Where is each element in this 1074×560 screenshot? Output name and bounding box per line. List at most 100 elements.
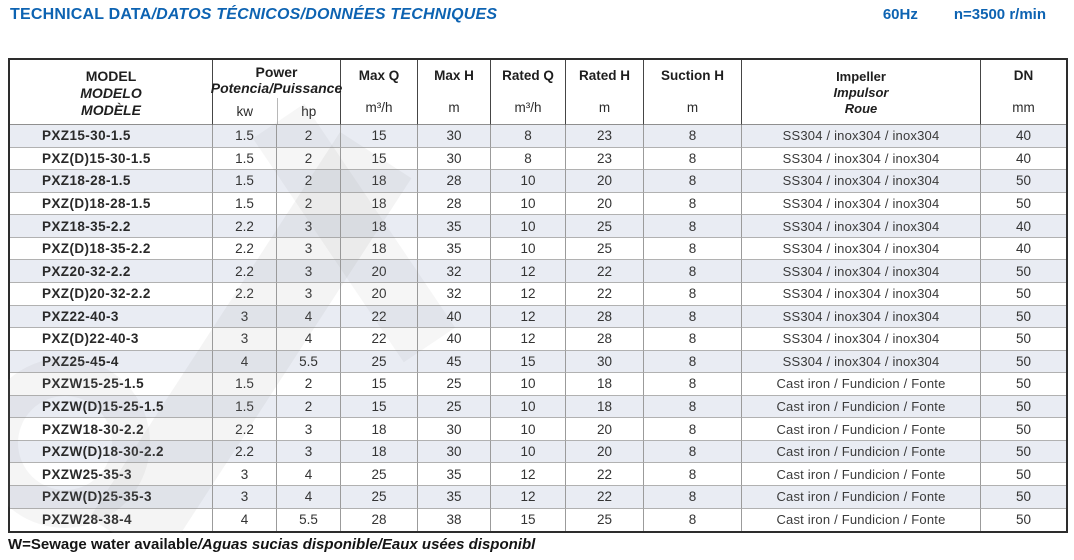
hp-cell: 3 [277, 418, 341, 441]
impeller-cell: Cast iron / Fundicion / Fonte [742, 486, 981, 509]
header-unit-kw: kw [236, 103, 254, 119]
max-h-cell: 38 [418, 508, 491, 532]
impeller-cell: SS304 / inox304 / inox304 [742, 282, 981, 306]
max-q-cell: 22 [341, 305, 418, 329]
table-row: PXZ25-45-4 4 5.5 25 45 15 30 8 SS304 / inox304 /… [10, 350, 1066, 374]
header-rated-h-unit: m [598, 100, 611, 115]
max-q-cell: 28 [341, 508, 418, 532]
max-h-cell: 35 [418, 215, 491, 238]
footnote: W=Sewage water available/Aguas sucias di… [8, 536, 535, 553]
kw-cell: 1.5 [213, 395, 277, 419]
dn-cell: 50 [1015, 512, 1032, 528]
impeller-cell: SS304 / inox304 / inox304 [742, 350, 981, 374]
model-cell: PXZ25-45-4 [10, 350, 213, 374]
header-max-q-label: Max Q [358, 68, 400, 83]
suction-h-cell: 8 [644, 170, 742, 193]
rated-h-cell: 23 [566, 147, 644, 171]
max-q-cell: 15 [341, 125, 418, 148]
kw-cell: 2.2 [213, 418, 277, 441]
table-row: PXZ18-35-2.2 2.2 3 18 35 10 25 8 SS304 / inox304… [10, 215, 1066, 238]
rated-h-cell: 18 [566, 373, 644, 396]
header-power-en: Power [255, 64, 298, 80]
table-row: PXZ15-30-1.5 1.5 2 15 30 8 23 8 SS304 / inox304 … [10, 125, 1066, 148]
header-rated-q-unit: m³/h [514, 100, 542, 115]
dn-cell: 50 [981, 193, 1066, 216]
header-impeller-en: Impeller [836, 69, 886, 84]
rated-q-cell: 15 [491, 350, 566, 374]
max-q-cell: 25 [341, 486, 418, 509]
model-cell: PXZW(D)25-35-3 [10, 486, 213, 509]
kw-cell: 1.5 [213, 170, 277, 193]
impeller-cell: SS304 / inox304 / inox304 [742, 305, 981, 329]
rated-q-cell: 10 [491, 440, 566, 464]
dn-cell: 50 [981, 373, 1066, 396]
model-cell: PXZ18-35-2.2 [10, 215, 213, 238]
rated-q-cell: 12 [491, 305, 566, 329]
max-q-cell: 18 [341, 237, 418, 261]
kw-cell: 3 [213, 305, 277, 329]
suction-h-cell: 8 [644, 463, 742, 486]
kw-cell: 3 [213, 328, 277, 351]
max-h-cell: 30 [418, 440, 491, 464]
header-model-fr: MODÈLE [81, 101, 141, 118]
suction-h-cell: 8 [644, 260, 742, 283]
model-cell: PXZ(D)18-28-1.5 [10, 192, 213, 216]
impeller-cell: SS304 / inox304 / inox304 [742, 215, 981, 238]
rated-h-cell: 20 [566, 192, 644, 216]
table-row: PXZW25-35-3 3 4 25 35 12 22 8 Cast iron / Fundic… [10, 463, 1066, 486]
max-h-cell: 40 [418, 328, 491, 351]
rated-h-cell: 28 [566, 328, 644, 351]
suction-h-cell: 8 [644, 395, 742, 419]
dn-cell: 50 [981, 328, 1066, 351]
rated-h-cell: 22 [566, 463, 644, 486]
table-row: PXZ(D)20-32-2.2 2.2 3 20 32 12 22 8 SS304 / inox… [10, 282, 1066, 306]
max-h-cell: 32 [418, 282, 491, 306]
max-q-cell: 15 [341, 147, 418, 171]
max-h-cell: 30 [418, 418, 491, 441]
table-row: PXZW(D)18-30-2.2 2.2 3 18 30 10 20 8 Cast iron /… [10, 440, 1066, 464]
model-cell: PXZW(D)18-30-2.2 [10, 440, 213, 464]
kw-cell: 2.2 [213, 237, 277, 261]
table-row: PXZW15-25-1.5 1.5 2 15 25 10 18 8 Cast iron / Fu… [10, 373, 1066, 396]
model-cell: PXZW25-35-3 [10, 463, 213, 486]
rated-h-cell: 30 [566, 350, 644, 374]
hp-cell: 3 [277, 440, 341, 464]
rated-q-cell: 12 [491, 260, 566, 283]
model-cell: PXZ(D)22-40-3 [10, 328, 213, 351]
dn-cell: 50 [981, 283, 1066, 306]
max-q-cell: 18 [341, 215, 418, 238]
header-model-es: MODELO [80, 84, 142, 101]
header-power-translations: Potencia/Puissance [210, 80, 343, 96]
dn-cell: 50 [981, 170, 1066, 193]
suction-h-cell: 8 [644, 418, 742, 441]
spec-values: 60Hz n=3500 r/min [883, 6, 1046, 23]
kw-cell: 3 [213, 463, 277, 486]
kw-cell: 2.2 [213, 215, 277, 238]
rated-h-cell: 18 [566, 395, 644, 419]
technical-data-table: MODEL MODELO MODÈLE Power Potencia/Puiss… [8, 58, 1068, 533]
suction-h-cell: 8 [644, 147, 742, 171]
kw-cell: 4 [213, 350, 277, 374]
suction-h-cell: 8 [644, 373, 742, 396]
max-h-cell: 32 [418, 260, 491, 283]
table-row: PXZW18-30-2.2 2.2 3 18 30 10 20 8 Cast iron / Fu… [10, 418, 1066, 441]
footnote-translations: /Aguas sucias disponible/Eaux usées disp… [197, 536, 536, 553]
hp-cell: 2 [277, 125, 341, 148]
table-body: PXZ15-30-1.5 1.5 2 15 30 8 23 8 SS304 / inox304 … [10, 125, 1066, 532]
column-header-rated-h: Rated H m [566, 60, 644, 125]
header-dn-label: DN [1013, 68, 1034, 83]
max-q-cell: 15 [341, 395, 418, 419]
header-max-h-label: Max H [434, 68, 474, 83]
impeller-cell: SS304 / inox304 / inox304 [742, 328, 981, 351]
hp-cell: 2 [277, 147, 341, 171]
suction-h-cell: 8 [644, 192, 742, 216]
kw-cell: 1.5 [213, 125, 277, 148]
rated-q-cell: 8 [491, 125, 566, 148]
max-q-cell: 25 [341, 350, 418, 374]
rated-q-cell: 12 [491, 463, 566, 486]
hp-cell: 2 [277, 373, 341, 396]
table-row: PXZ(D)15-30-1.5 1.5 2 15 30 8 23 8 SS304 / inox3… [10, 147, 1066, 171]
rated-h-cell: 20 [566, 418, 644, 441]
dn-cell: 50 [981, 260, 1066, 283]
dn-cell: 50 [981, 351, 1066, 374]
